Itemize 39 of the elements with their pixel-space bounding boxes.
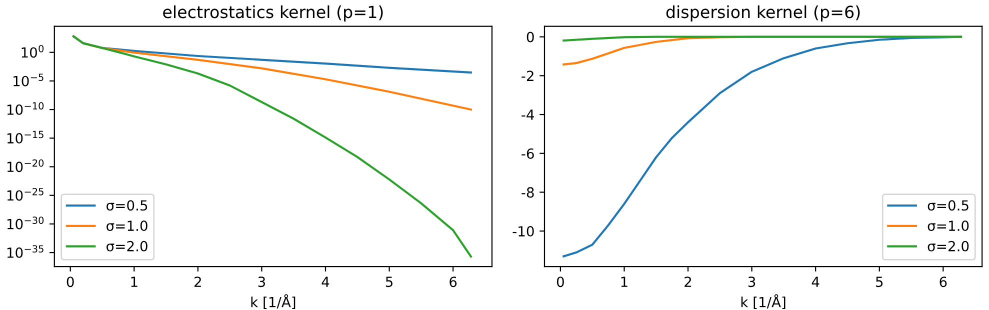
y-tick-label: 10$^{−15}$ (7, 130, 44, 144)
x-tick-label: 5 (386, 276, 392, 288)
y-tick-label: -4 (522, 110, 534, 120)
x-tick-label: 3 (258, 276, 266, 288)
x-tick-label: 4 (322, 276, 330, 287)
y-tick-label: 10$^{−35}$ (7, 245, 44, 258)
x-axis-title: k [1/Å] (251, 294, 296, 309)
chart-title: electrostatics kernel (p=1) (163, 5, 383, 22)
x-tick-label: 1 (621, 276, 628, 287)
y-tick-label: -2 (522, 70, 534, 81)
legend-label: σ=1.0 (928, 220, 969, 232)
y-tick-label: 10$^{0}$ (22, 44, 44, 58)
x-axis-title: k [1/Å] (741, 294, 786, 309)
x-tick-label: 4 (812, 276, 820, 287)
y-tick-label: -10 (512, 226, 534, 237)
y-tick-label: 10$^{−30}$ (7, 216, 44, 230)
line-series (72, 35, 472, 258)
y-tick-label: 10$^{−5}$ (14, 74, 44, 86)
y-tick-label: 10$^{−25}$ (7, 188, 44, 201)
x-tick-label: 6 (940, 276, 947, 288)
legend-label: σ=2.0 (928, 240, 969, 252)
x-tick-label: 0 (556, 276, 564, 288)
chart-title: dispersion kernel (p=6) (666, 5, 860, 22)
legend-label: σ=0.5 (928, 200, 968, 211)
x-tick-label: 2 (684, 276, 692, 287)
y-tick-label: 10$^{−10}$ (7, 102, 44, 115)
x-tick-label: 0 (66, 276, 74, 288)
x-tick-label: 3 (748, 276, 756, 288)
legend-label: σ=0.5 (106, 200, 148, 211)
y-tick-label: -6 (522, 148, 534, 159)
legend-label: σ=2.0 (106, 240, 148, 252)
x-tick-label: 2 (194, 276, 201, 287)
y-tick-label: 0 (526, 32, 534, 42)
y-tick-label: -8 (522, 187, 534, 198)
x-tick-label: 1 (131, 276, 138, 287)
x-tick-label: 5 (876, 276, 883, 288)
y-tick-label: 10$^{−20}$ (7, 159, 44, 172)
x-tick-label: 6 (450, 276, 457, 288)
legend-label: σ=1.0 (106, 220, 148, 232)
